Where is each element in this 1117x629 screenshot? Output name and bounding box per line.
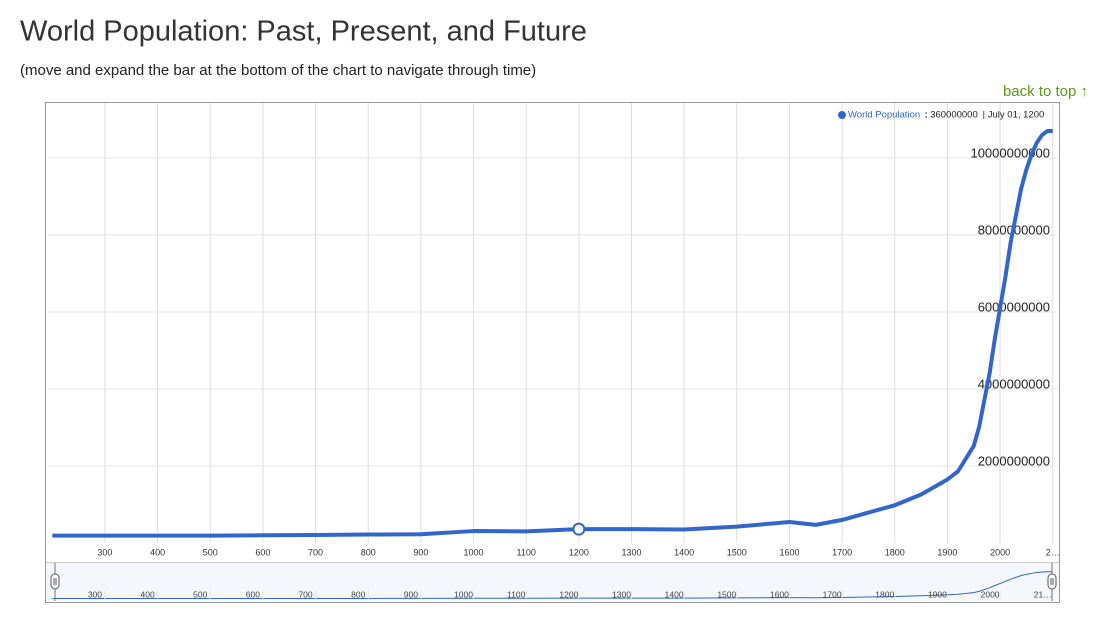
x-tick-label: 700 (308, 547, 323, 557)
x-tick-label: 1100 (516, 547, 535, 557)
navigator-tick-label: 600 (246, 589, 260, 599)
x-tick-label: 1900 (937, 547, 957, 557)
navigator-range (46, 563, 1059, 601)
navigator-tick-label: 1500 (717, 589, 736, 599)
chart-frame (45, 102, 1060, 603)
navigator-tick-label: 2000 (981, 589, 1000, 599)
navigator-tick-label: 1900 (928, 589, 947, 599)
legend-date: July 01, 1200 (988, 110, 1045, 121)
y-tick-label: 10000000000 (970, 145, 1050, 160)
back-to-top-link[interactable]: back to top ↑ (1003, 83, 1088, 100)
x-tick-label: 1800 (885, 547, 905, 557)
data-line (52, 128, 1053, 538)
x-tick-label: 2… (1046, 547, 1060, 557)
subtitle: (move and expand the bar at the bottom o… (20, 62, 536, 79)
legend-label: World Population (848, 110, 920, 121)
navigator-tick-label: 1100 (507, 589, 526, 599)
navigator-tick-label: 1600 (770, 589, 789, 599)
navigator-tick-label: 21… (1034, 589, 1052, 599)
x-tick-label: 900 (413, 547, 428, 557)
navigator-tick-label: 800 (351, 589, 365, 599)
navigator-tick-label: 1000 (454, 589, 473, 599)
x-tick-label: 1600 (779, 547, 799, 557)
highlight-point (572, 522, 586, 536)
navigator-line (52, 571, 1053, 600)
x-tick-label: 1000 (464, 547, 484, 557)
legend-colon-dot (925, 116, 927, 118)
x-tick-label: 600 (255, 547, 270, 557)
navigator-tick-label: 1200 (559, 589, 578, 599)
x-tick-label: 800 (361, 547, 376, 557)
navigator-handle[interactable] (50, 573, 60, 590)
x-tick-label: 400 (150, 547, 165, 557)
navigator-tick-label: 1800 (875, 589, 894, 599)
x-tick-label: 1200 (569, 547, 589, 557)
x-tick-label: 500 (203, 547, 218, 557)
navigator-tick-label: 300 (88, 589, 102, 599)
navigator-tick-label: 500 (193, 589, 207, 599)
y-tick-label: 2000000000 (978, 453, 1050, 468)
legend-colon-dot (925, 112, 927, 114)
navigator-tick-label: 1400 (665, 589, 684, 599)
x-tick-label: 1400 (674, 547, 694, 557)
x-axis-band (46, 544, 1059, 562)
navigator-tick-label: 900 (404, 589, 418, 599)
legend-swatch (838, 111, 846, 119)
navigator-handle[interactable] (1047, 573, 1057, 590)
x-tick-label: 300 (97, 547, 112, 557)
x-tick-label: 1700 (832, 547, 852, 557)
navigator-tick-label: 400 (140, 589, 154, 599)
y-tick-label: 6000000000 (978, 299, 1050, 314)
x-tick-label: 1500 (727, 547, 747, 557)
x-tick-label: 1300 (621, 547, 641, 557)
legend-value: 360000000 (930, 110, 978, 121)
x-tick-label: 2000 (990, 547, 1010, 557)
page-title: World Population: Past, Present, and Fut… (20, 16, 587, 48)
navigator-tick-label: 1700 (823, 589, 842, 599)
navigator-tick-label: 700 (298, 589, 312, 599)
navigator-tick-label: 1300 (612, 589, 631, 599)
y-tick-label: 4000000000 (978, 376, 1050, 391)
